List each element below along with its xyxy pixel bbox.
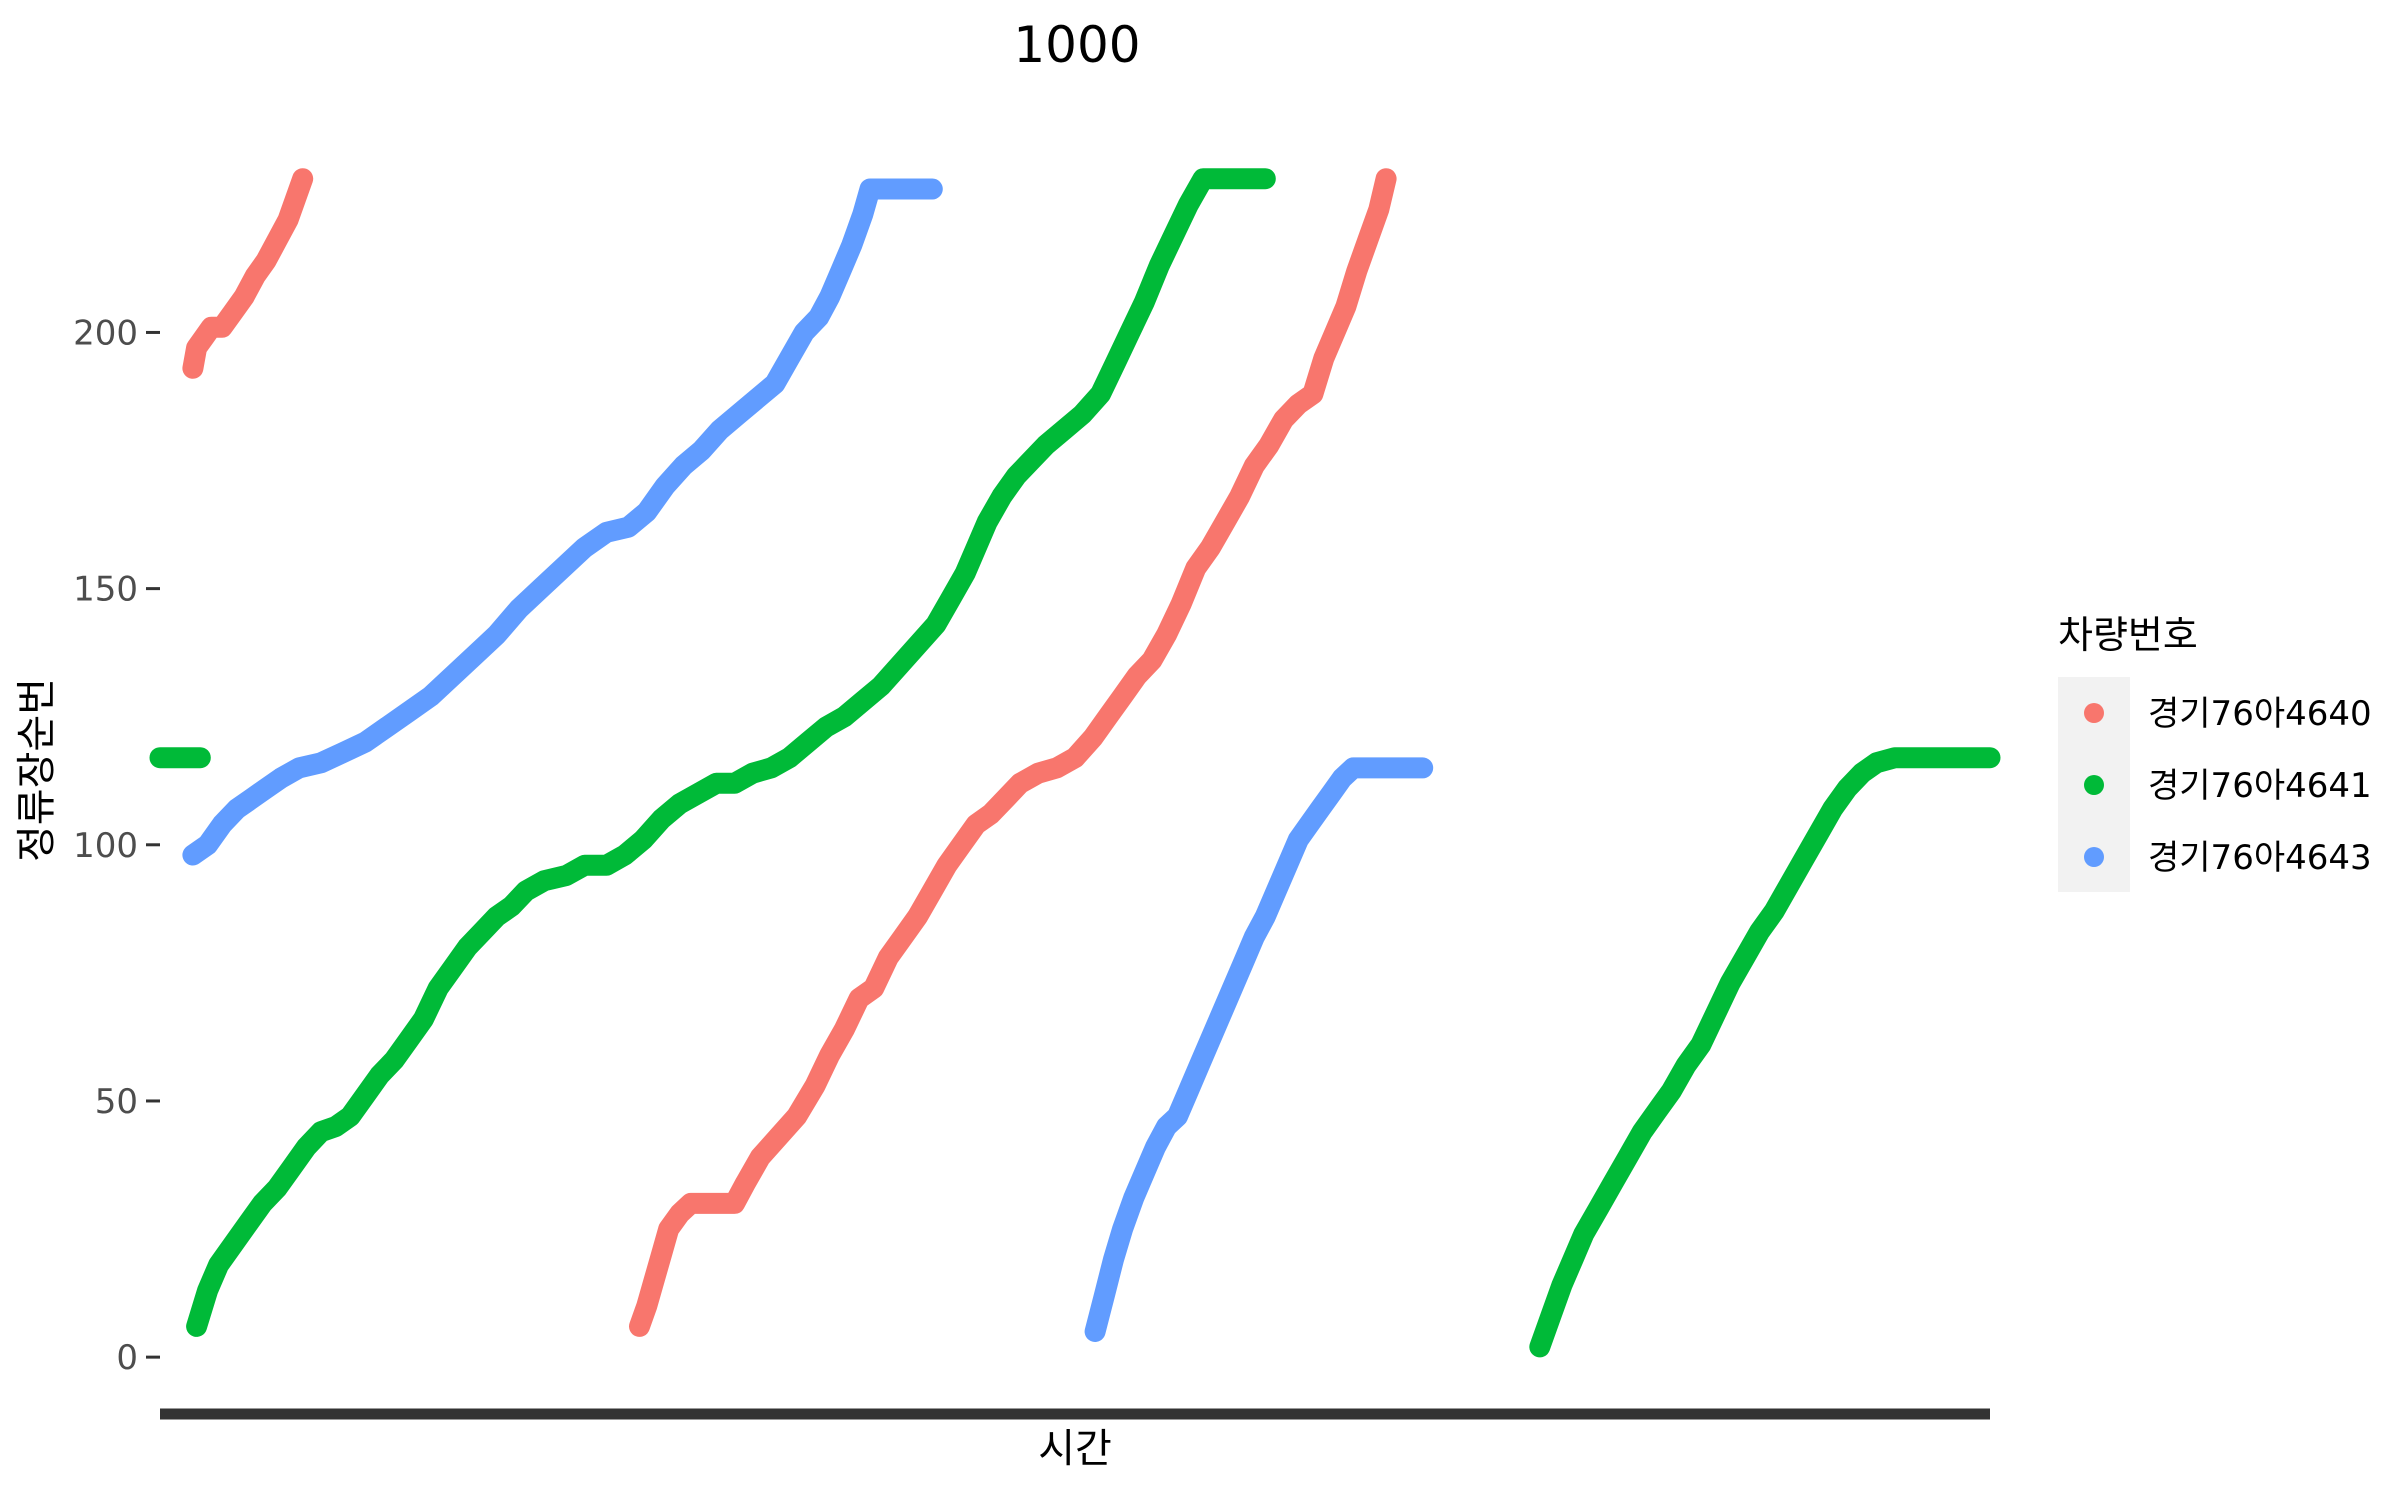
legend-title: 차량번호 bbox=[2058, 613, 2198, 657]
y-tick-label: 100 bbox=[73, 826, 138, 866]
series-line-segment bbox=[182, 178, 943, 866]
y-tick-label: 150 bbox=[73, 570, 138, 610]
x-axis-title: 시간 bbox=[1038, 1426, 1112, 1472]
series-2 bbox=[149, 168, 2001, 1358]
y-tick-label: 50 bbox=[95, 1082, 138, 1122]
legend-key bbox=[2084, 703, 2104, 723]
plot-area bbox=[149, 168, 2001, 1358]
legend-label: 경기76아4641 bbox=[2148, 766, 2372, 806]
legend-items: 경기76아4640 경기76아4641 경기76아4643 bbox=[2084, 694, 2372, 878]
legend-key bbox=[2084, 775, 2104, 795]
legend: 차량번호 경기76아4640 경기76아4641 경기76아4643 bbox=[2058, 613, 2372, 892]
series-1 bbox=[182, 168, 1397, 1337]
series-line-segment bbox=[1529, 747, 2001, 1358]
series-line-segment bbox=[182, 168, 314, 379]
series-line-segment bbox=[186, 168, 1276, 1337]
legend-key bbox=[2084, 847, 2104, 867]
legend-label: 경기76아4640 bbox=[2148, 694, 2372, 734]
legend-label: 경기76아4643 bbox=[2148, 838, 2372, 878]
y-axis-title: 정류장순번 bbox=[14, 678, 60, 862]
series-3 bbox=[182, 178, 1434, 1342]
chart-title: 1000 bbox=[1013, 16, 1140, 74]
y-tick-label: 0 bbox=[116, 1338, 138, 1378]
y-tick-label: 200 bbox=[73, 313, 138, 353]
series-line-segment bbox=[629, 168, 1397, 1337]
y-axis: 0 50 100 150 200 bbox=[73, 313, 160, 1378]
series-line-segment bbox=[1084, 757, 1434, 1342]
